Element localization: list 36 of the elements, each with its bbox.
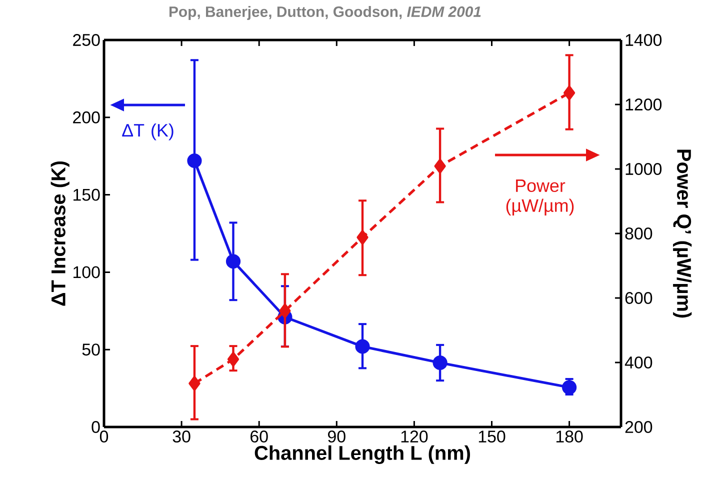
point bbox=[564, 86, 576, 100]
point bbox=[355, 339, 370, 354]
y2-tick-label: 1200 bbox=[626, 98, 662, 110]
point bbox=[226, 254, 241, 269]
x-tick-label: 60 bbox=[250, 430, 268, 443]
y2-tick-label: 1000 bbox=[626, 163, 662, 175]
point bbox=[188, 376, 200, 391]
point bbox=[227, 352, 240, 367]
x-tick-label: 0 bbox=[100, 430, 108, 443]
y-tick-label: 100 bbox=[74, 266, 100, 278]
y2-axis-title: Power Q’ (µW/µm) bbox=[673, 150, 692, 318]
y2-tick-label: 200 bbox=[625, 421, 652, 433]
x-axis-title: Channel Length L (nm) bbox=[254, 445, 470, 464]
point bbox=[432, 355, 448, 370]
point bbox=[187, 153, 202, 168]
y-tick-label: 50 bbox=[82, 344, 100, 356]
y-axis-title: ΔT Increase (K) bbox=[50, 161, 70, 306]
x-tick-label: 180 bbox=[556, 430, 583, 443]
legend-label: ΔT (K) bbox=[122, 124, 174, 140]
y-tick-label: 0 bbox=[92, 421, 100, 433]
x-tick-label: 120 bbox=[401, 430, 428, 443]
point bbox=[434, 158, 446, 174]
y-tick-label: 250 bbox=[73, 34, 100, 46]
y2-tick-label: 800 bbox=[625, 228, 652, 240]
text: Power (µW/µm) bbox=[506, 180, 574, 216]
y2-tick-label: 400 bbox=[624, 356, 652, 368]
y2-tick-label: 600 bbox=[625, 292, 652, 304]
y2-tick-label: 1400 bbox=[626, 34, 662, 46]
point bbox=[279, 304, 291, 318]
x-tick-label: 90 bbox=[328, 430, 346, 443]
y-tick-label: 150 bbox=[74, 188, 100, 201]
chart-title: Pop, Banerjee, Dutton, Goodson, IEDM 2001 bbox=[169, 6, 481, 20]
x-tick-label: 30 bbox=[172, 430, 190, 443]
point bbox=[356, 230, 368, 245]
x-tick-label: 150 bbox=[478, 430, 506, 443]
y-tick-label: 200 bbox=[73, 111, 100, 124]
